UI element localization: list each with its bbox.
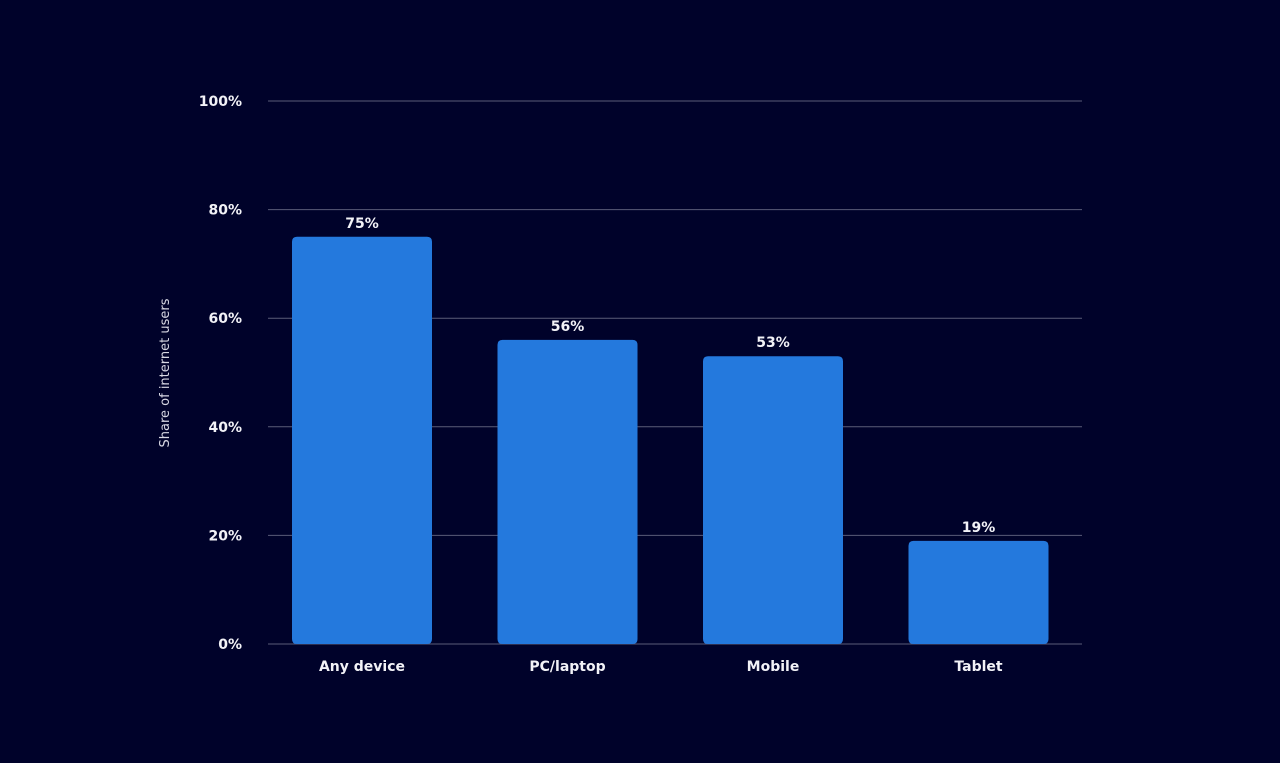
y-tick-label: 60% xyxy=(208,311,242,327)
data-label: 56% xyxy=(551,319,585,335)
bar-mobile xyxy=(703,356,843,644)
x-category-label: Mobile xyxy=(747,659,800,675)
x-category-label: PC/laptop xyxy=(529,659,605,675)
x-category-label: Any device xyxy=(319,659,405,675)
y-axis-title: Share of internet users xyxy=(158,298,173,447)
bar-any-device xyxy=(292,236,432,644)
y-tick-label: 80% xyxy=(208,203,242,219)
data-label: 19% xyxy=(962,520,996,536)
x-axis-categories: Any device PC/laptop Mobile Tablet xyxy=(319,659,1003,675)
x-category-label: Tablet xyxy=(954,659,1003,675)
y-tick-label: 100% xyxy=(199,94,242,110)
data-label: 75% xyxy=(345,216,379,232)
y-tick-label: 0% xyxy=(218,637,242,653)
y-tick-label: 40% xyxy=(208,420,242,436)
y-axis-ticks: 0% 20% 40% 60% 80% 100% xyxy=(199,94,242,653)
data-labels: 75% 56% 53% 19% xyxy=(345,216,995,536)
bar-pc-laptop xyxy=(497,339,638,644)
y-tick-label: 20% xyxy=(208,528,242,544)
bars xyxy=(292,236,1049,644)
data-label: 53% xyxy=(756,335,790,351)
bar-tablet xyxy=(908,540,1049,644)
